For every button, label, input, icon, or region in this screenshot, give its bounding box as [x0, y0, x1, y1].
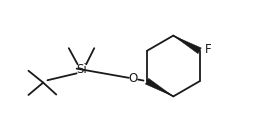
Text: Si: Si: [76, 63, 87, 76]
Polygon shape: [173, 36, 201, 54]
Text: F: F: [205, 43, 212, 56]
Polygon shape: [145, 78, 173, 96]
Text: O: O: [129, 72, 138, 85]
